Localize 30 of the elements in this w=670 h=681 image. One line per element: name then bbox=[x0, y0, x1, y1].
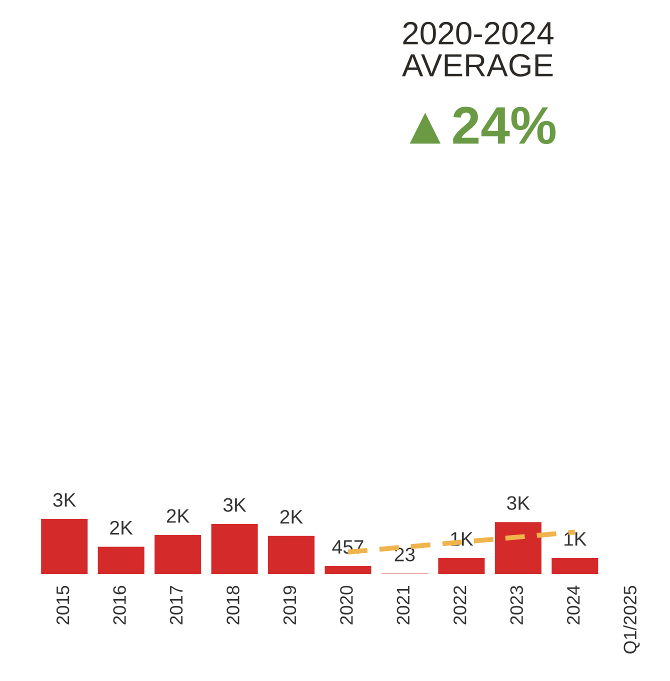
data-label: 3K bbox=[223, 498, 246, 512]
x-tick-label: 2020 bbox=[340, 586, 353, 624]
data-label: 2K bbox=[110, 520, 133, 534]
bar bbox=[438, 558, 485, 574]
bar bbox=[154, 535, 202, 574]
x-tick-label: 2018 bbox=[226, 586, 240, 624]
bar bbox=[98, 546, 144, 574]
x-tick-label: 2023 bbox=[510, 586, 524, 624]
data-label: 23 bbox=[394, 548, 415, 562]
data-label: 1K bbox=[564, 532, 587, 546]
x-tick-label: 2021 bbox=[396, 586, 410, 624]
x-tick-label: 2022 bbox=[454, 586, 466, 624]
bar bbox=[268, 536, 315, 574]
bar bbox=[552, 558, 598, 574]
chart-subtitle: ▲24% bbox=[410, 106, 556, 144]
x-tick-label: 2024 bbox=[566, 586, 580, 624]
x-tick-label: 2015 bbox=[56, 586, 70, 624]
data-label: 3K bbox=[53, 493, 76, 507]
bar bbox=[41, 519, 88, 574]
data-label: 2K bbox=[166, 509, 190, 523]
bar bbox=[494, 522, 542, 574]
data-label: 3K bbox=[507, 496, 530, 510]
x-tick-label: Q1/2025 bbox=[623, 586, 640, 654]
chart-title: 2020-2024 AVERAGE bbox=[402, 22, 554, 77]
x-tick-label: 2019 bbox=[283, 586, 296, 624]
x-tick-label: 2017 bbox=[170, 586, 183, 624]
bar bbox=[211, 524, 258, 574]
bar bbox=[324, 566, 372, 574]
data-label: 2K bbox=[280, 510, 303, 524]
x-tick-label: 2016 bbox=[113, 586, 126, 624]
